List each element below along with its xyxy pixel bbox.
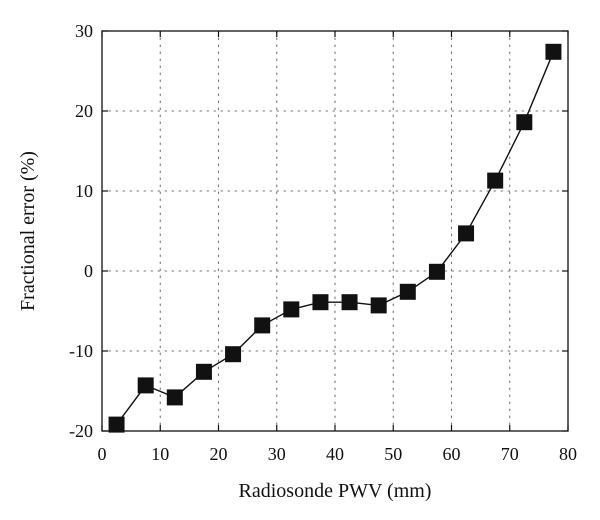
x-tick-label: 30 bbox=[268, 444, 286, 464]
x-tick-label: 0 bbox=[98, 444, 107, 464]
series-line bbox=[115, 51, 555, 426]
data-point-marker bbox=[195, 363, 212, 380]
labels-layer: 0 10 20 30 40 50 60 70 80 -20 -10 0 10 20 30 Radiosonde… bbox=[17, 21, 577, 502]
y-tick-label: 0 bbox=[84, 261, 93, 281]
data-point-marker bbox=[283, 301, 300, 318]
series-layer bbox=[108, 43, 562, 433]
data-point-marker bbox=[341, 294, 358, 311]
x-axis-title: Radiosonde PWV (mm) bbox=[239, 480, 432, 502]
y-tick-label: 20 bbox=[75, 101, 93, 121]
x-tick-label: 20 bbox=[210, 444, 228, 464]
y-tick-label: -20 bbox=[69, 421, 93, 441]
data-point-marker bbox=[545, 43, 562, 60]
data-point-marker bbox=[166, 389, 183, 406]
data-point-marker bbox=[254, 317, 271, 334]
axes-layer bbox=[101, 30, 569, 432]
y-tick-label: 30 bbox=[75, 21, 93, 41]
data-point-marker bbox=[399, 283, 416, 300]
plot-frame bbox=[101, 30, 569, 432]
data-point-marker bbox=[516, 114, 533, 131]
y-tick-label: -10 bbox=[69, 341, 93, 361]
data-point-marker bbox=[370, 297, 387, 314]
x-tick-label: 10 bbox=[151, 444, 169, 464]
y-axis-title: Fractional error (%) bbox=[17, 151, 39, 311]
data-point-marker bbox=[137, 377, 154, 394]
data-point-marker bbox=[108, 416, 125, 433]
data-point-marker bbox=[312, 294, 329, 311]
x-tick-label: 40 bbox=[326, 444, 344, 464]
y-tick-label: 10 bbox=[75, 181, 93, 201]
x-tick-label: 60 bbox=[443, 444, 461, 464]
x-tick-label: 70 bbox=[501, 444, 519, 464]
x-tick-label: 50 bbox=[384, 444, 402, 464]
data-point-marker bbox=[225, 346, 242, 363]
grid-layer bbox=[101, 30, 569, 432]
data-point-marker bbox=[428, 263, 445, 280]
data-point-marker bbox=[458, 225, 475, 242]
data-point-marker bbox=[487, 172, 504, 189]
x-tick-label: 80 bbox=[559, 444, 577, 464]
